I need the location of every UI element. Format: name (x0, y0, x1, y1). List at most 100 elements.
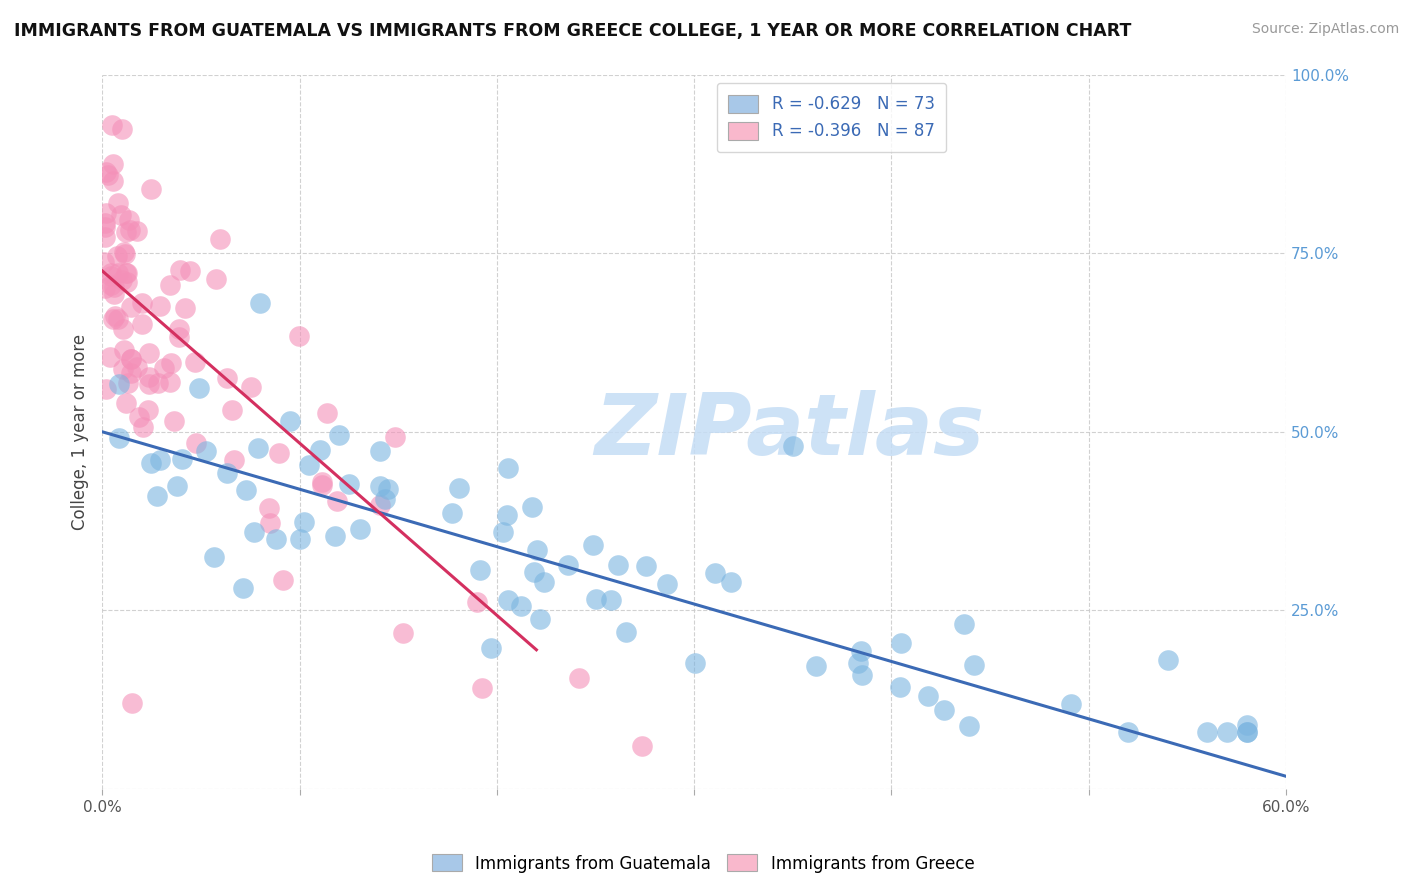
Point (447, 481, 470, 495)
Point (114, 395, 136, 409)
Point (208, 231, 231, 245)
Point (204, 272, 226, 286)
Legend: R = -0.629   N = 73, R = -0.396   N = 87: R = -0.629 N = 73, R = -0.396 N = 87 (717, 83, 946, 152)
Point (889, 680, 911, 694)
Point (120, 366, 142, 380)
Point (704, 566, 727, 580)
Point (377, 482, 399, 496)
Point (243, 524, 266, 539)
Point (522, 500, 544, 515)
Point (630, 739, 652, 754)
Point (917, 690, 939, 704)
Point (194, 444, 217, 458)
Point (326, 494, 349, 508)
Point (495, 508, 517, 523)
Legend: Immigrants from Guatemala, Immigrants from Greece: Immigrants from Guatemala, Immigrants fr… (425, 847, 981, 880)
Point (108, 377, 131, 392)
Point (328, 428, 350, 442)
Point (125, 360, 148, 375)
Point (117, 212, 139, 227)
Point (107, 196, 129, 211)
Point (720, 575, 742, 590)
Point (529, 611, 551, 625)
Point (111, 362, 134, 376)
Point (111, 273, 134, 287)
Point (107, 312, 129, 326)
Point (188, 381, 211, 395)
Point (148, 376, 170, 390)
Point (533, 574, 555, 589)
Point (471, 681, 494, 695)
Point (963, 657, 986, 672)
Point (232, 582, 254, 596)
Point (118, 223, 141, 237)
Point (141, 456, 163, 470)
Point (159, 375, 181, 389)
Point (1156, 653, 1178, 667)
Point (523, 566, 546, 580)
Point (101, 311, 124, 326)
Point (292, 515, 315, 529)
Point (1197, 725, 1219, 739)
Point (323, 529, 346, 543)
Point (120, 351, 142, 366)
Point (479, 640, 502, 655)
Point (93, 230, 115, 244)
Point (655, 577, 678, 591)
Point (100, 277, 122, 292)
Point (222, 453, 245, 467)
Point (112, 322, 135, 336)
Point (337, 477, 360, 491)
Point (97, 168, 120, 182)
Point (782, 439, 804, 453)
Point (94, 217, 117, 231)
Point (240, 380, 263, 394)
Point (370, 444, 392, 458)
Point (391, 625, 413, 640)
Point (138, 370, 160, 384)
Point (115, 275, 138, 289)
Point (308, 443, 330, 458)
Point (1216, 725, 1239, 739)
Point (125, 224, 148, 238)
Point (93, 281, 115, 295)
Point (492, 525, 515, 540)
Point (311, 478, 333, 492)
Point (1236, 725, 1258, 739)
Point (288, 329, 311, 343)
Point (141, 182, 163, 196)
Point (131, 420, 153, 434)
Point (585, 592, 607, 607)
Point (368, 498, 391, 512)
Point (169, 322, 191, 336)
Point (267, 446, 290, 460)
Point (100, 268, 122, 283)
Point (614, 624, 637, 639)
Point (100, 267, 122, 281)
Point (440, 506, 463, 520)
Point (568, 671, 591, 685)
Point (103, 287, 125, 301)
Point (115, 266, 138, 280)
Point (271, 573, 294, 587)
Point (311, 475, 333, 489)
Point (138, 402, 160, 417)
Text: ZIPatlas: ZIPatlas (593, 391, 984, 474)
Point (167, 330, 190, 344)
Point (112, 343, 135, 357)
Point (804, 658, 827, 673)
Point (1060, 698, 1083, 712)
Point (370, 479, 392, 493)
Point (170, 452, 193, 467)
Point (131, 317, 153, 331)
Point (104, 309, 127, 323)
Point (465, 595, 488, 609)
Point (138, 376, 160, 391)
Point (114, 246, 136, 260)
Point (952, 617, 974, 632)
Point (179, 264, 201, 278)
Point (149, 300, 172, 314)
Point (374, 491, 396, 506)
Point (159, 277, 181, 292)
Point (96, 382, 118, 396)
